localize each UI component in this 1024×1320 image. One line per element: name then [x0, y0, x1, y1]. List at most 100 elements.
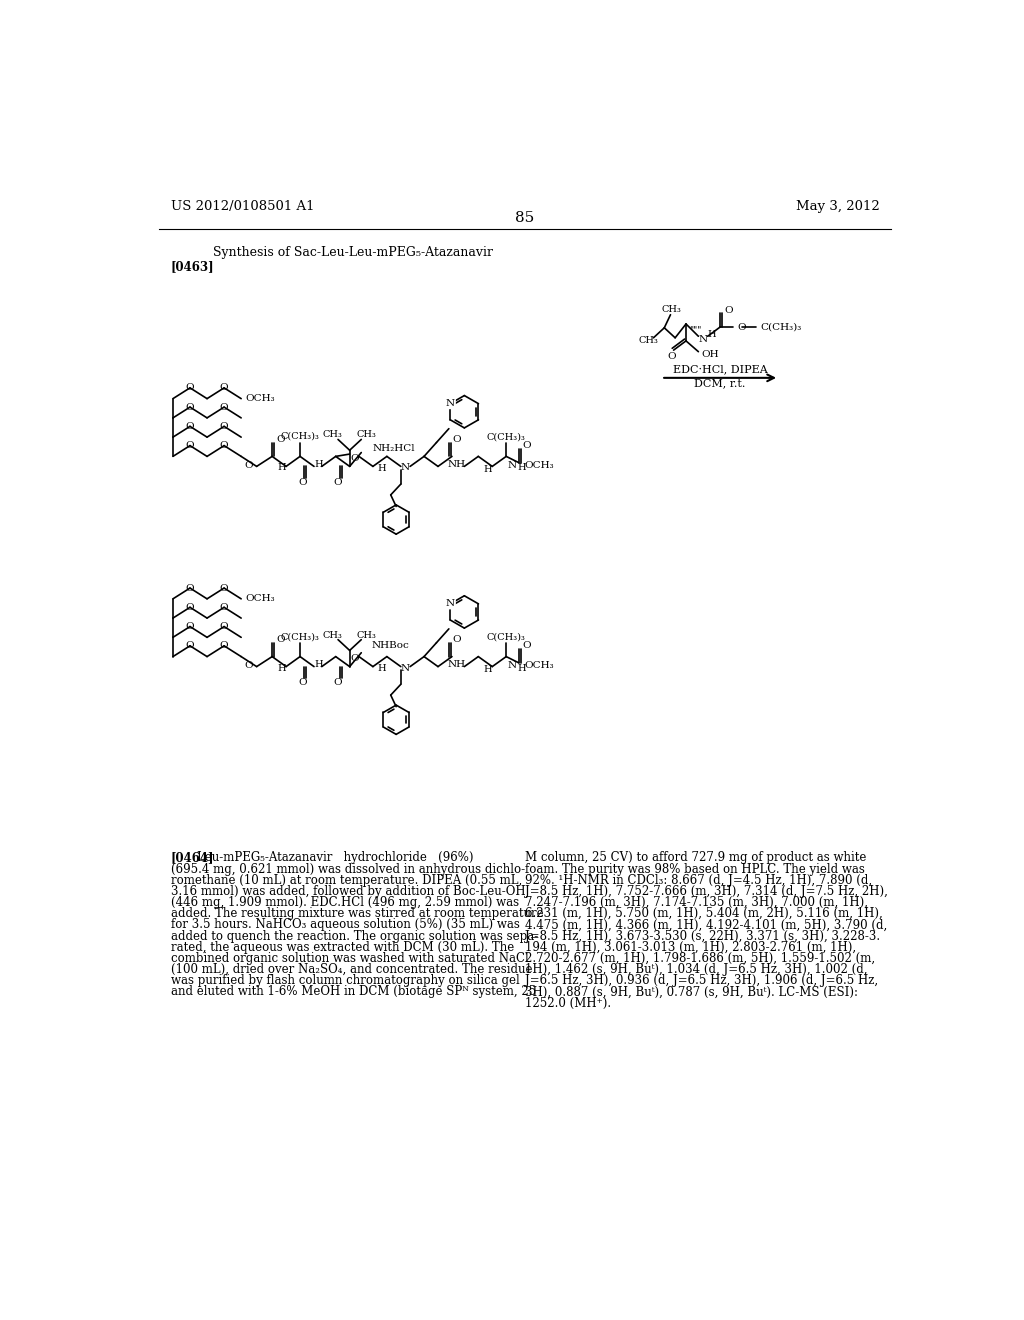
Text: EDC·HCl, DIPEA: EDC·HCl, DIPEA: [673, 364, 767, 375]
Text: Synthesis of Sac-Leu-Leu-mPEG₅-Atazanavir: Synthesis of Sac-Leu-Leu-mPEG₅-Atazanavi…: [213, 246, 494, 259]
Text: O: O: [276, 635, 285, 644]
Text: H: H: [517, 664, 525, 673]
Text: (695.4 mg, 0.621 mmol) was dissolved in anhydrous dichlo-: (695.4 mg, 0.621 mmol) was dissolved in …: [171, 862, 524, 875]
Text: O: O: [185, 422, 195, 430]
Text: J=8.5 Hz, 1H), 3.673-3.530 (s, 22H), 3.371 (s, 3H), 3.228-3.: J=8.5 Hz, 1H), 3.673-3.530 (s, 22H), 3.3…: [524, 929, 880, 942]
Text: NH: NH: [447, 459, 466, 469]
Text: 1252.0 (MH⁺).: 1252.0 (MH⁺).: [524, 997, 611, 1010]
Text: Leu-mPEG₅-Atazanavir   hydrochloride   (96%): Leu-mPEG₅-Atazanavir hydrochloride (96%): [197, 851, 473, 865]
Text: O: O: [522, 441, 531, 450]
Text: N: N: [400, 664, 410, 673]
Text: (100 mL), dried over Na₂SO₄, and concentrated. The residue: (100 mL), dried over Na₂SO₄, and concent…: [171, 964, 532, 975]
Text: O: O: [185, 622, 195, 631]
Text: H: H: [278, 664, 286, 673]
Text: N: N: [698, 335, 708, 343]
Text: O: O: [220, 583, 228, 593]
Text: CH₃: CH₃: [638, 337, 658, 346]
Text: CH₃: CH₃: [356, 430, 377, 440]
Text: M column, 25 CV) to afford 727.9 mg of product as white: M column, 25 CV) to afford 727.9 mg of p…: [524, 851, 866, 865]
Text: O: O: [298, 678, 306, 688]
Text: added to quench the reaction. The organic solution was sepa-: added to quench the reaction. The organi…: [171, 929, 538, 942]
Text: O: O: [351, 454, 359, 463]
Text: O: O: [276, 436, 285, 444]
Text: O: O: [668, 352, 677, 360]
Text: 4.475 (m, 1H), 4.366 (m, 1H), 4.192-4.101 (m, 5H), 3.790 (d,: 4.475 (m, 1H), 4.366 (m, 1H), 4.192-4.10…: [524, 919, 887, 932]
Text: O: O: [724, 306, 732, 314]
Text: H: H: [278, 463, 286, 473]
Text: O: O: [522, 642, 531, 651]
Text: foam. The purity was 98% based on HPLC. The yield was: foam. The purity was 98% based on HPLC. …: [524, 862, 864, 875]
Text: NHBoc: NHBoc: [372, 642, 410, 651]
Text: N: N: [445, 599, 455, 609]
Text: combined organic solution was washed with saturated NaCl: combined organic solution was washed wit…: [171, 952, 528, 965]
Text: O: O: [245, 461, 253, 470]
Text: US 2012/0108501 A1: US 2012/0108501 A1: [171, 199, 314, 213]
Text: O: O: [185, 441, 195, 450]
Text: 194 (m, 1H), 3.061-3.013 (m, 1H), 2.803-2.761 (m, 1H),: 194 (m, 1H), 3.061-3.013 (m, 1H), 2.803-…: [524, 941, 856, 954]
Text: CH₃: CH₃: [662, 305, 681, 314]
Text: O: O: [185, 603, 195, 611]
Text: 6.231 (m, 1H), 5.750 (m, 1H), 5.404 (m, 2H), 5.116 (m, 1H),: 6.231 (m, 1H), 5.750 (m, 1H), 5.404 (m, …: [524, 907, 883, 920]
Text: H: H: [483, 465, 492, 474]
Text: OH: OH: [701, 350, 719, 359]
Text: O: O: [334, 478, 342, 487]
Text: OCH₃: OCH₃: [246, 594, 275, 603]
Text: J=8.5 Hz, 1H), 7.752-7.666 (m, 3H), 7.314 (d, J=7.5 Hz, 2H),: J=8.5 Hz, 1H), 7.752-7.666 (m, 3H), 7.31…: [524, 884, 888, 898]
Text: N: N: [508, 461, 517, 470]
Text: O: O: [220, 622, 228, 631]
Text: H: H: [377, 664, 386, 673]
Text: O: O: [185, 642, 195, 651]
Text: CH₃: CH₃: [356, 631, 377, 639]
Text: 3.16 mmol) was added, followed by addition of Boc-Leu-OH: 3.16 mmol) was added, followed by additi…: [171, 884, 525, 898]
Text: J=6.5 Hz, 3H), 0.936 (d, J=6.5 Hz, 3H), 1.906 (d, J=6.5 Hz,: J=6.5 Hz, 3H), 0.936 (d, J=6.5 Hz, 3H), …: [524, 974, 878, 987]
Text: 92%. ¹H-NMR in CDCl₃: 8.667 (d, J=4.5 Hz, 1H), 7.890 (d,: 92%. ¹H-NMR in CDCl₃: 8.667 (d, J=4.5 Hz…: [524, 874, 871, 887]
Text: H: H: [377, 465, 386, 473]
Text: CH₃: CH₃: [323, 631, 343, 639]
Text: OCH₃: OCH₃: [524, 661, 554, 671]
Text: and eluted with 1-6% MeOH in DCM (biotage SPᴺ system, 25: and eluted with 1-6% MeOH in DCM (biotag…: [171, 985, 536, 998]
Text: [0463]: [0463]: [171, 260, 214, 273]
Text: C(CH₃)₃: C(CH₃)₃: [761, 322, 802, 331]
Text: O: O: [220, 642, 228, 651]
Text: O: O: [298, 478, 306, 487]
Text: 85: 85: [515, 211, 535, 226]
Text: 1H), 1.462 (s, 9H, Buᵗ), 1.034 (d, J=6.5 Hz, 3H), 1.002 (d,: 1H), 1.462 (s, 9H, Buᵗ), 1.034 (d, J=6.5…: [524, 964, 867, 975]
Text: O: O: [185, 383, 195, 392]
Text: C(CH₃)₃: C(CH₃)₃: [281, 632, 319, 642]
Text: NH₂HCl: NH₂HCl: [373, 445, 416, 453]
Text: H: H: [314, 459, 323, 469]
Text: """: """: [689, 326, 701, 334]
Text: H: H: [517, 463, 525, 473]
Text: May 3, 2012: May 3, 2012: [796, 199, 880, 213]
Text: 7.247-7.196 (m, 3H), 7.174-7.135 (m, 3H), 7.000 (m, 1H),: 7.247-7.196 (m, 3H), 7.174-7.135 (m, 3H)…: [524, 896, 867, 909]
Text: N: N: [508, 661, 517, 671]
Text: O: O: [737, 322, 745, 331]
Text: 2.720-2.677 (m, 1H), 1.798-1.686 (m, 5H), 1.559-1.502 (m,: 2.720-2.677 (m, 1H), 1.798-1.686 (m, 5H)…: [524, 952, 874, 965]
Text: O: O: [220, 441, 228, 450]
Text: romethane (10 mL) at room temperature. DIPEA (0.55 mL,: romethane (10 mL) at room temperature. D…: [171, 874, 522, 887]
Text: H: H: [314, 660, 323, 669]
Text: O: O: [185, 583, 195, 593]
Text: H: H: [483, 665, 492, 675]
Text: (446 mg, 1.909 mmol). EDC.HCl (496 mg, 2.59 mmol) was: (446 mg, 1.909 mmol). EDC.HCl (496 mg, 2…: [171, 896, 519, 909]
Text: rated, the aqueous was extracted with DCM (30 mL). The: rated, the aqueous was extracted with DC…: [171, 941, 514, 954]
Text: O: O: [334, 678, 342, 688]
Text: OCH₃: OCH₃: [246, 395, 275, 403]
Text: O: O: [220, 422, 228, 430]
Text: N: N: [400, 463, 410, 473]
Text: O: O: [351, 655, 359, 664]
Text: O: O: [220, 403, 228, 412]
Text: C(CH₃)₃: C(CH₃)₃: [486, 632, 525, 642]
Text: C(CH₃)₃: C(CH₃)₃: [486, 433, 525, 442]
Text: O: O: [453, 436, 462, 444]
Text: N: N: [445, 399, 455, 408]
Text: C(CH₃)₃: C(CH₃)₃: [281, 432, 319, 441]
Text: [0464]: [0464]: [171, 851, 214, 865]
Text: for 3.5 hours. NaHCO₃ aqueous solution (5%) (35 mL) was: for 3.5 hours. NaHCO₃ aqueous solution (…: [171, 919, 519, 932]
Text: OCH₃: OCH₃: [524, 461, 554, 470]
Text: was purified by flash column chromatography on silica gel: was purified by flash column chromatogra…: [171, 974, 519, 987]
Text: NH: NH: [447, 660, 466, 669]
Text: O: O: [220, 383, 228, 392]
Text: CH₃: CH₃: [323, 430, 343, 440]
Text: 3H), 0.887 (s, 9H, Buᵗ), 0.787 (s, 9H, Buᵗ). LC-MS (ESI):: 3H), 0.887 (s, 9H, Buᵗ), 0.787 (s, 9H, B…: [524, 985, 858, 998]
